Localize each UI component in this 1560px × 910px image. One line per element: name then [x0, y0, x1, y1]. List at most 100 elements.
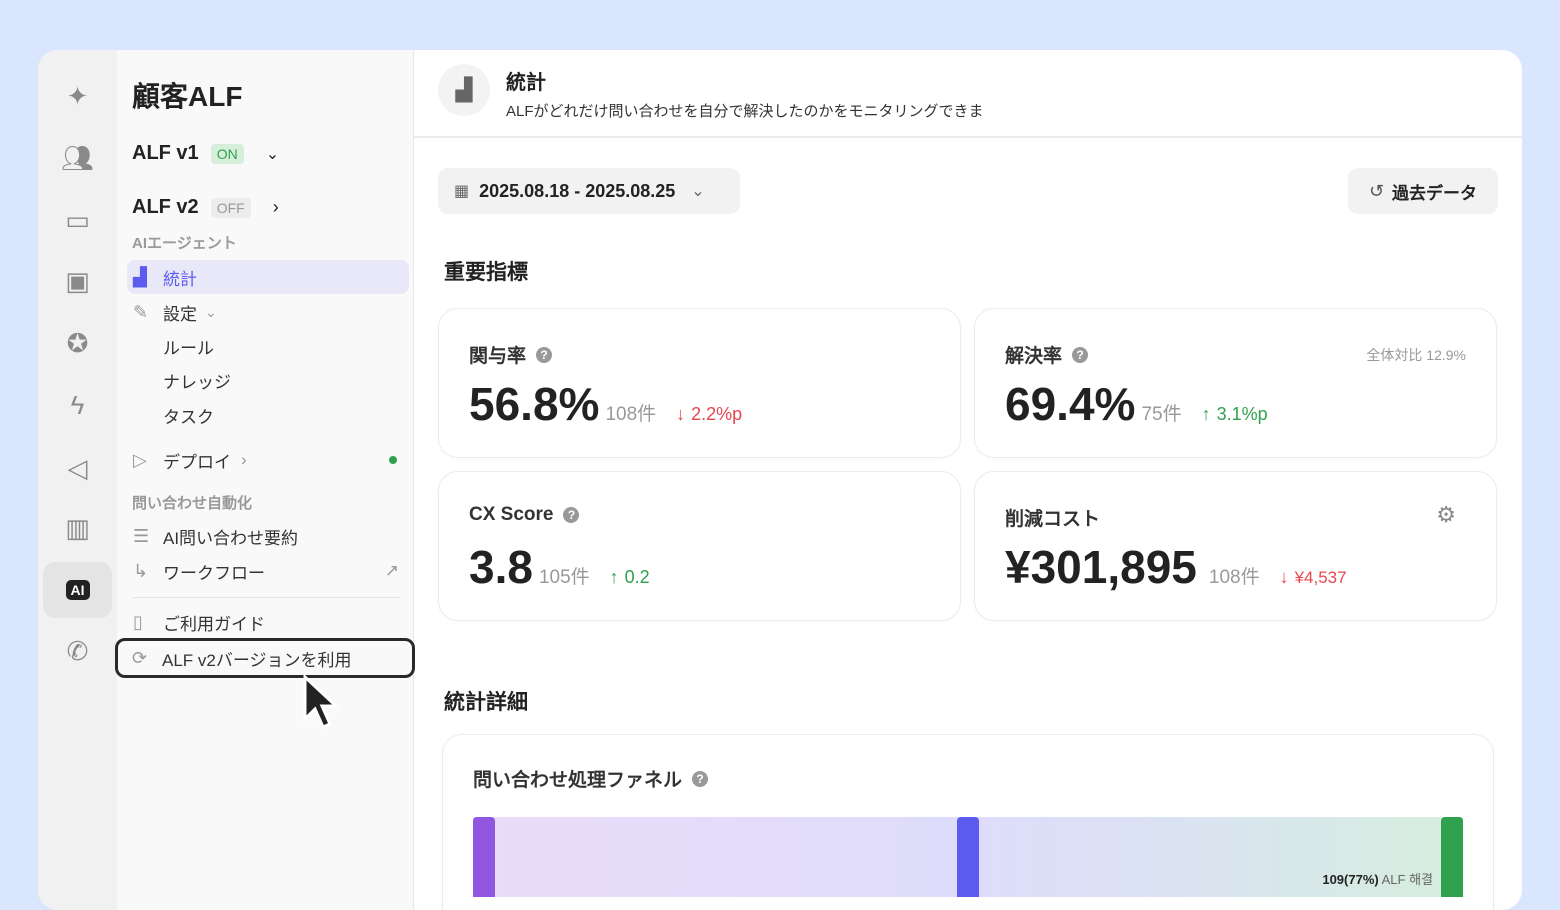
kpi-card: 解決率? 全体対比 12.9% 69.4% 75件 ↑ 3.1%p: [974, 308, 1497, 458]
label: ナレッジ: [163, 372, 231, 392]
badge-check-icon[interactable]: ✪: [66, 327, 89, 358]
date-range-value: 2025.08.18 - 2025.08.25: [479, 180, 676, 201]
sidebar-item-knowledge[interactable]: ナレッジ: [127, 363, 409, 397]
send-icon[interactable]: ◁: [67, 452, 88, 483]
icon-rail: ✦ 👥︎ ▭ ▣ ✪ ϟ ◁ ▥ AI ✆: [38, 50, 117, 910]
kpi-count: 75件: [1141, 404, 1182, 425]
chevron-down-icon: ⌄: [265, 145, 280, 163]
kpi-card: 削減コスト ⚙ ¥301,895 108件 ↓ ¥4,537: [974, 471, 1497, 621]
sidebar-item-guide[interactable]: ▯ ご利用ガイド: [127, 605, 409, 639]
kpi-value: 69.4%: [1005, 378, 1136, 430]
sidebar-item-tasks[interactable]: タスク: [127, 398, 409, 432]
kpi-delta: ¥4,537: [1294, 568, 1347, 587]
kpi-value: 3.8: [469, 541, 533, 593]
alf-v1-label: ALF v1: [132, 142, 199, 164]
sidebar-item-deploy[interactable]: ▷ デプロイ ›: [127, 443, 409, 477]
label: 設定: [163, 304, 197, 324]
label: ワークフロー: [163, 563, 265, 583]
calendar-icon: ▦: [454, 183, 470, 200]
page-title: 統計: [506, 72, 546, 94]
label: 統計: [163, 269, 197, 289]
workflow-icon: ↳: [133, 560, 149, 581]
arrow-up-icon: ↑: [1201, 404, 1211, 424]
funnel-card: 問い合わせ処理ファネル? 109(77%) ALF 해결: [442, 734, 1494, 910]
use-v2-button[interactable]: ⟳ ALF v2バージョンを利用: [115, 638, 415, 678]
funnel-label: 109(77%) ALF 해결: [1322, 869, 1433, 888]
kpi-count: 108件: [605, 404, 657, 425]
app-window: ✦ 👥︎ ▭ ▣ ✪ ϟ ◁ ▥ AI ✆ 顧客ALF ALF v1 ON ⌄ …: [38, 50, 1522, 910]
alf-v2-label: ALF v2: [132, 196, 199, 218]
label: ルール: [163, 338, 214, 358]
lines-icon: ☰: [133, 525, 150, 546]
sidebar-item-workflow[interactable]: ↳ ワークフロー ↗: [127, 554, 409, 588]
sidebar-item-rules[interactable]: ルール: [127, 329, 409, 363]
users-icon[interactable]: 👥︎: [60, 142, 94, 173]
kpi-count: 105件: [538, 567, 590, 588]
chevron-right-icon: ›: [272, 197, 279, 217]
history-icon: ↺: [1368, 180, 1385, 201]
kpi-count: 108件: [1208, 567, 1260, 588]
help-icon[interactable]: ?: [536, 346, 553, 363]
kpi-title: 解決率: [1005, 346, 1063, 367]
play-icon: ▷: [133, 449, 147, 470]
arrow-up-icon: ↑: [609, 567, 619, 587]
sidebar-item-stats[interactable]: ▟ 統計: [127, 260, 409, 294]
label: ALF v2バージョンを利用: [162, 650, 352, 670]
kpi-delta: 2.2%p: [691, 404, 743, 424]
ai-icon[interactable]: AI: [43, 562, 112, 618]
divider: [414, 136, 1522, 138]
chevron-down-icon: ⌄: [691, 183, 705, 200]
contact-icon[interactable]: ▣: [65, 265, 90, 296]
status-badge: ON: [210, 143, 244, 164]
label: ご利用ガイド: [163, 614, 265, 634]
help-icon[interactable]: ?: [563, 507, 580, 523]
sidebar: 顧客ALF ALF v1 ON ⌄ ALF v2 OFF › AIエージェント …: [115, 50, 415, 910]
status-badge: OFF: [210, 197, 251, 218]
divider: [132, 597, 400, 598]
main-content: ▟ 統計 ALFがどれだけ問い合わせを自分で解決したのかをモニタリングできま ▦…: [414, 50, 1522, 910]
status-dot: [389, 456, 397, 464]
kpi-value: ¥301,895: [1005, 541, 1197, 593]
bar-chart-icon: ▟: [438, 64, 490, 116]
sidebar-item-summary[interactable]: ☰ AI問い合わせ要約: [127, 519, 409, 553]
alf-v2-toggle[interactable]: ALF v2 OFF ›: [132, 196, 279, 219]
refresh-icon: ⟳: [132, 647, 148, 668]
section-label: 問い合わせ自動化: [132, 495, 253, 512]
kpi-delta: 3.1%p: [1216, 404, 1268, 424]
sparkle-icon[interactable]: ✦: [66, 80, 89, 111]
label: デプロイ: [163, 452, 231, 472]
history-label: 過去データ: [1392, 183, 1478, 203]
detail-heading: 統計詳細: [444, 691, 528, 714]
kpi-title: 関与率: [469, 346, 527, 367]
inbox-icon[interactable]: ▭: [65, 204, 90, 235]
sidebar-title: 顧客ALF: [132, 81, 243, 112]
edit-icon: ✎: [133, 301, 149, 322]
kpi-value: 56.8%: [469, 378, 600, 430]
alf-v1-toggle[interactable]: ALF v1 ON ⌄: [132, 142, 279, 165]
bolt-icon[interactable]: ϟ: [70, 389, 85, 420]
book-icon: ▯: [133, 611, 143, 632]
section-label: AIエージェント: [132, 235, 237, 252]
arrow-down-icon: ↓: [676, 404, 686, 424]
date-range-picker[interactable]: ▦ 2025.08.18 - 2025.08.25 ⌄: [438, 168, 740, 214]
kpi-card: CX Score? 3.8 105件 ↑ 0.2: [438, 471, 961, 621]
funnel-bar-middle: [957, 817, 979, 897]
sidebar-item-settings[interactable]: ✎ 設定 ⌄: [127, 295, 409, 329]
kpi-heading: 重要指標: [444, 261, 528, 284]
chevron-down-icon: ⌄: [205, 303, 217, 320]
kpi-title: 削減コスト: [1005, 509, 1101, 530]
page-subtitle: ALFがどれだけ問い合わせを自分で解決したのかをモニタリングできま: [506, 103, 984, 120]
gear-icon[interactable]: ⚙: [1436, 502, 1456, 527]
cursor-icon: [303, 675, 339, 729]
funnel-bar-end: [1441, 817, 1463, 897]
book-icon[interactable]: ▥: [65, 512, 90, 543]
help-icon[interactable]: ?: [1072, 346, 1089, 363]
external-link-icon: ↗: [384, 561, 399, 580]
phone-icon[interactable]: ✆: [66, 635, 89, 666]
history-button[interactable]: ↺ 過去データ: [1348, 168, 1498, 214]
kpi-title: CX Score: [469, 504, 554, 525]
bar-chart-icon: ▟: [133, 266, 147, 287]
kpi-delta: 0.2: [624, 567, 650, 587]
help-icon[interactable]: ?: [692, 770, 709, 787]
funnel-title: 問い合わせ処理ファネル: [473, 770, 683, 791]
